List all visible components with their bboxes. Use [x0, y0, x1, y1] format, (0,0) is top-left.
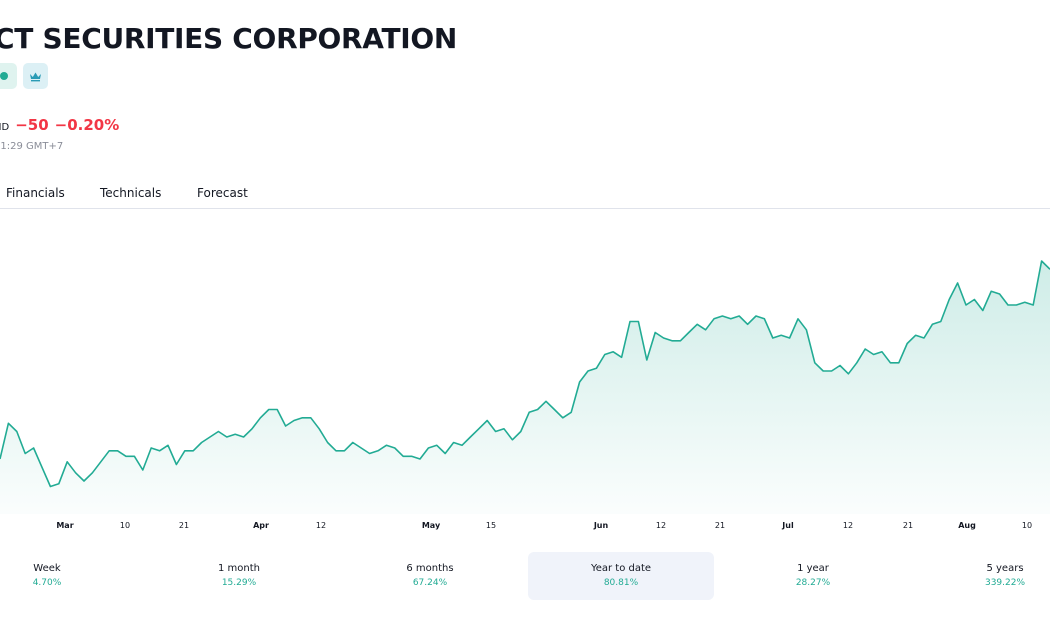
x-tick-label: 15	[486, 521, 496, 530]
period-label: 5 years	[986, 563, 1024, 574]
crown-icon	[30, 72, 41, 81]
period-1-month[interactable]: 1 month 15.29%	[146, 552, 332, 600]
price-change: −50	[15, 116, 49, 134]
tab-technicals[interactable]: Technicals	[100, 186, 162, 200]
period-value: 4.70%	[32, 578, 62, 588]
price-area	[0, 261, 1050, 514]
performance-periods: Week 4.70% 1 month 15.29% 6 months 67.24…	[0, 552, 1050, 602]
x-tick-label: Jul	[781, 521, 794, 530]
period-label: 1 month	[218, 563, 260, 574]
x-tick-label: 12	[316, 521, 326, 530]
period-value: 67.24%	[412, 578, 448, 588]
period-value: 15.29%	[221, 578, 257, 588]
x-tick-label: Mar	[56, 521, 73, 530]
x-tick-label: 21	[903, 521, 913, 530]
x-tick-label: Aug	[958, 521, 976, 530]
x-axis-ticks: Mar 10 21 Apr 12 May 15 Jun 12 21 Jul 12 21 Aug 10	[56, 521, 1032, 530]
page-title: CT SECURITIES CORPORATION	[0, 22, 458, 55]
period-1-year[interactable]: 1 year 28.27%	[720, 552, 906, 600]
quote-timestamp: 11:29 GMT+7	[0, 141, 64, 152]
price-line	[0, 260, 1050, 488]
x-tick-label: 12	[843, 521, 853, 530]
price-change-percent: −0.20%	[54, 116, 120, 134]
period-label: Year to date	[590, 563, 652, 574]
status-dot-icon	[0, 72, 8, 80]
x-tick-label: 21	[179, 521, 189, 530]
tab-financials[interactable]: Financials	[6, 186, 65, 200]
period-year-to-date[interactable]: Year to date 80.81%	[528, 552, 714, 600]
price-chart[interactable]: Mar 10 21 Apr 12 May 15 Jun 12 21 Jul 12 21 Aug 10	[0, 209, 1050, 539]
period-value: 339.22%	[984, 578, 1026, 588]
period-5-years[interactable]: 5 years 339.22%	[940, 552, 1050, 600]
x-tick-label: 10	[1022, 521, 1032, 530]
period-label: 6 months	[406, 563, 454, 574]
x-tick-label: Apr	[253, 521, 269, 530]
x-tick-label: 10	[120, 521, 130, 530]
currency-label: ND	[0, 122, 10, 133]
x-tick-label: 12	[656, 521, 666, 530]
period-value: 80.81%	[603, 578, 639, 588]
tab-divider	[0, 208, 1050, 209]
x-tick-label: May	[422, 521, 441, 530]
period-6-months[interactable]: 6 months 67.24%	[337, 552, 523, 600]
status-badge[interactable]	[0, 63, 17, 89]
period-week[interactable]: Week 4.70%	[0, 552, 140, 600]
tab-forecast[interactable]: Forecast	[197, 186, 248, 200]
premium-badge[interactable]	[23, 63, 48, 89]
price-change-row: ND −50 −0.20%	[0, 116, 119, 134]
period-value: 28.27%	[795, 578, 831, 588]
x-tick-label: 21	[715, 521, 725, 530]
period-label: 1 year	[797, 563, 829, 574]
x-tick-label: Jun	[593, 521, 609, 530]
period-label: Week	[33, 563, 61, 574]
